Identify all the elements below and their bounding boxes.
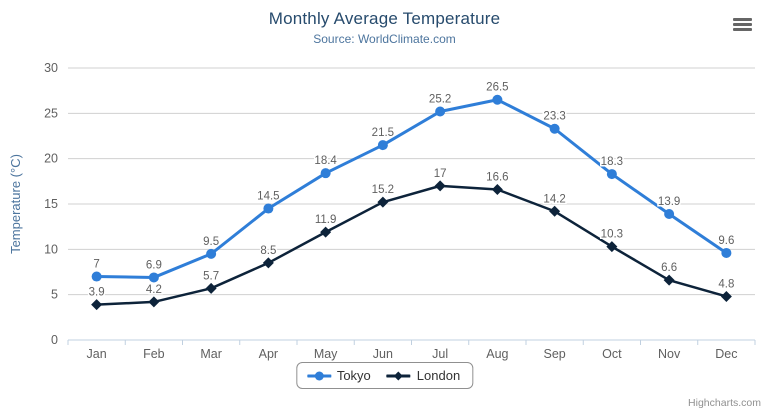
y-axis-tick-label: 30 xyxy=(44,61,58,75)
plot-layer: 0 5 10 15 20 25 30 Jan Feb Mar Apr May Jun Jul Aug Sep O… xyxy=(44,61,756,361)
data-point-london[interactable] xyxy=(720,290,732,302)
x-axis-tick-label: Jun xyxy=(373,347,393,361)
chart-title: Monthly Average Temperature xyxy=(268,9,501,28)
data-label: 3.9 xyxy=(89,287,105,299)
data-label: 5.7 xyxy=(203,270,219,282)
hamburger-bar xyxy=(733,18,752,21)
x-axis-tick-label: Apr xyxy=(259,347,278,361)
legend-marker-diamond-icon xyxy=(386,371,411,380)
data-point-tokyo[interactable] xyxy=(664,208,675,219)
data-label: 9.6 xyxy=(718,235,734,247)
credits-link[interactable]: Highcharts.com xyxy=(688,397,761,409)
data-label: 16.6 xyxy=(486,171,508,183)
x-axis-tick-label: Mar xyxy=(200,347,222,361)
y-axis-tick-label: 15 xyxy=(44,197,58,211)
legend: Tokyo London xyxy=(295,362,474,389)
data-point-tokyo[interactable] xyxy=(377,140,388,151)
data-point-london[interactable] xyxy=(663,274,675,286)
data-point-london[interactable] xyxy=(377,196,389,208)
y-axis-tick-label: 0 xyxy=(51,333,58,347)
data-point-london[interactable] xyxy=(434,180,446,192)
data-label: 21.5 xyxy=(372,127,394,139)
x-axis-tick-label: Dec xyxy=(715,347,737,361)
data-label: 6.6 xyxy=(661,262,677,274)
data-point-tokyo[interactable] xyxy=(435,106,446,117)
legend-marker-circle-icon xyxy=(306,371,331,380)
data-point-tokyo[interactable] xyxy=(606,169,617,180)
data-label: 18.4 xyxy=(314,155,337,167)
legend-label: London xyxy=(416,368,461,383)
data-point-london[interactable] xyxy=(148,296,160,308)
data-label: 4.2 xyxy=(146,284,162,296)
data-label: 23.3 xyxy=(543,111,565,123)
data-label: 11.9 xyxy=(315,214,337,226)
x-axis-tick-label: Feb xyxy=(143,347,165,361)
data-label: 14.2 xyxy=(543,193,565,205)
data-point-london[interactable] xyxy=(549,205,561,217)
hamburger-bar xyxy=(733,23,752,26)
data-label: 4.8 xyxy=(718,278,734,290)
x-axis-tick-label: Aug xyxy=(486,347,508,361)
chart-subtitle: Source: WorldClimate.com xyxy=(313,32,456,46)
data-label: 10.3 xyxy=(601,229,623,241)
data-label: 13.9 xyxy=(658,196,680,208)
x-axis-tick-label: Sep xyxy=(544,347,566,361)
data-point-london[interactable] xyxy=(320,226,332,238)
data-label: 9.5 xyxy=(203,236,219,248)
y-axis-tick-label: 20 xyxy=(44,152,58,166)
legend-item-london[interactable]: London xyxy=(386,368,461,383)
data-point-london[interactable] xyxy=(491,183,503,195)
data-label: 14.5 xyxy=(257,191,279,203)
data-label: 17 xyxy=(434,168,447,180)
data-label: 7 xyxy=(93,259,99,271)
data-label: 6.9 xyxy=(146,259,162,271)
x-axis-tick-label: Oct xyxy=(602,347,622,361)
data-point-london[interactable] xyxy=(606,241,618,253)
x-axis-tick-label: Nov xyxy=(658,347,681,361)
data-point-london[interactable] xyxy=(205,282,217,294)
data-point-tokyo[interactable] xyxy=(91,271,102,282)
x-axis-tick-label: May xyxy=(314,347,338,361)
data-label: 15.2 xyxy=(372,184,394,196)
y-axis-title: Temperature (°C) xyxy=(8,154,23,254)
data-label: 8.5 xyxy=(260,245,276,257)
hamburger-icon[interactable] xyxy=(731,14,754,35)
y-axis-tick-label: 10 xyxy=(44,242,58,256)
data-point-tokyo[interactable] xyxy=(320,168,331,179)
data-point-tokyo[interactable] xyxy=(263,203,274,214)
data-label: 18.3 xyxy=(601,156,623,168)
data-point-tokyo[interactable] xyxy=(492,94,503,105)
series-line-tokyo[interactable] xyxy=(95,98,728,279)
data-point-london[interactable] xyxy=(262,257,274,269)
legend-item-tokyo[interactable]: Tokyo xyxy=(306,368,371,383)
y-axis-tick-label: 5 xyxy=(51,288,58,302)
data-point-london[interactable] xyxy=(91,299,103,311)
legend-label: Tokyo xyxy=(336,368,371,383)
data-label: 26.5 xyxy=(486,82,508,94)
data-point-tokyo[interactable] xyxy=(549,123,560,134)
y-axis-tick-label: 25 xyxy=(44,106,58,120)
data-point-tokyo[interactable] xyxy=(206,248,217,259)
data-label: 25.2 xyxy=(429,94,451,106)
series-line-london[interactable] xyxy=(95,184,728,306)
data-point-tokyo[interactable] xyxy=(148,272,159,283)
x-axis-tick-label: Jan xyxy=(87,347,107,361)
hamburger-bar xyxy=(733,28,752,31)
x-axis-tick-label: Jul xyxy=(432,347,448,361)
data-point-tokyo[interactable] xyxy=(721,247,732,258)
